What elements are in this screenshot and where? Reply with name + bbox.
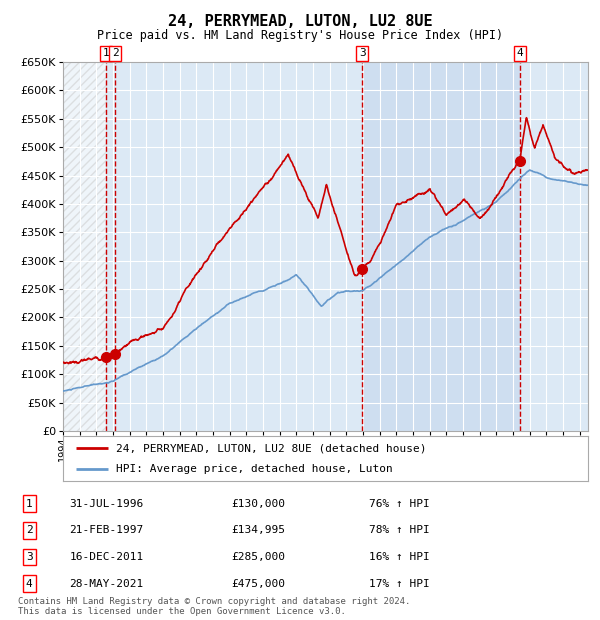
Text: Contains HM Land Registry data © Crown copyright and database right 2024.
This d: Contains HM Land Registry data © Crown c… bbox=[18, 596, 410, 616]
Text: 76% ↑ HPI: 76% ↑ HPI bbox=[369, 498, 430, 508]
Text: Price paid vs. HM Land Registry's House Price Index (HPI): Price paid vs. HM Land Registry's House … bbox=[97, 30, 503, 42]
Text: 16-DEC-2011: 16-DEC-2011 bbox=[70, 552, 144, 562]
Text: 17% ↑ HPI: 17% ↑ HPI bbox=[369, 578, 430, 588]
Text: 1: 1 bbox=[103, 48, 109, 58]
Bar bbox=[362, 62, 520, 431]
Text: £475,000: £475,000 bbox=[231, 578, 285, 588]
Text: 4: 4 bbox=[517, 48, 523, 58]
Text: 4: 4 bbox=[26, 578, 32, 588]
Text: 31-JUL-1996: 31-JUL-1996 bbox=[70, 498, 144, 508]
Text: 2: 2 bbox=[112, 48, 119, 58]
Text: 3: 3 bbox=[359, 48, 366, 58]
Text: 3: 3 bbox=[26, 552, 32, 562]
Text: 24, PERRYMEAD, LUTON, LU2 8UE: 24, PERRYMEAD, LUTON, LU2 8UE bbox=[167, 14, 433, 29]
Text: 28-MAY-2021: 28-MAY-2021 bbox=[70, 578, 144, 588]
Text: HPI: Average price, detached house, Luton: HPI: Average price, detached house, Luto… bbox=[115, 464, 392, 474]
Text: 24, PERRYMEAD, LUTON, LU2 8UE (detached house): 24, PERRYMEAD, LUTON, LU2 8UE (detached … bbox=[115, 443, 426, 453]
Text: £134,995: £134,995 bbox=[231, 525, 285, 535]
Text: 2: 2 bbox=[26, 525, 32, 535]
Text: 16% ↑ HPI: 16% ↑ HPI bbox=[369, 552, 430, 562]
Text: £285,000: £285,000 bbox=[231, 552, 285, 562]
Text: £130,000: £130,000 bbox=[231, 498, 285, 508]
Text: 1: 1 bbox=[26, 498, 32, 508]
Text: 21-FEB-1997: 21-FEB-1997 bbox=[70, 525, 144, 535]
Text: 78% ↑ HPI: 78% ↑ HPI bbox=[369, 525, 430, 535]
Bar bbox=[63, 62, 106, 431]
